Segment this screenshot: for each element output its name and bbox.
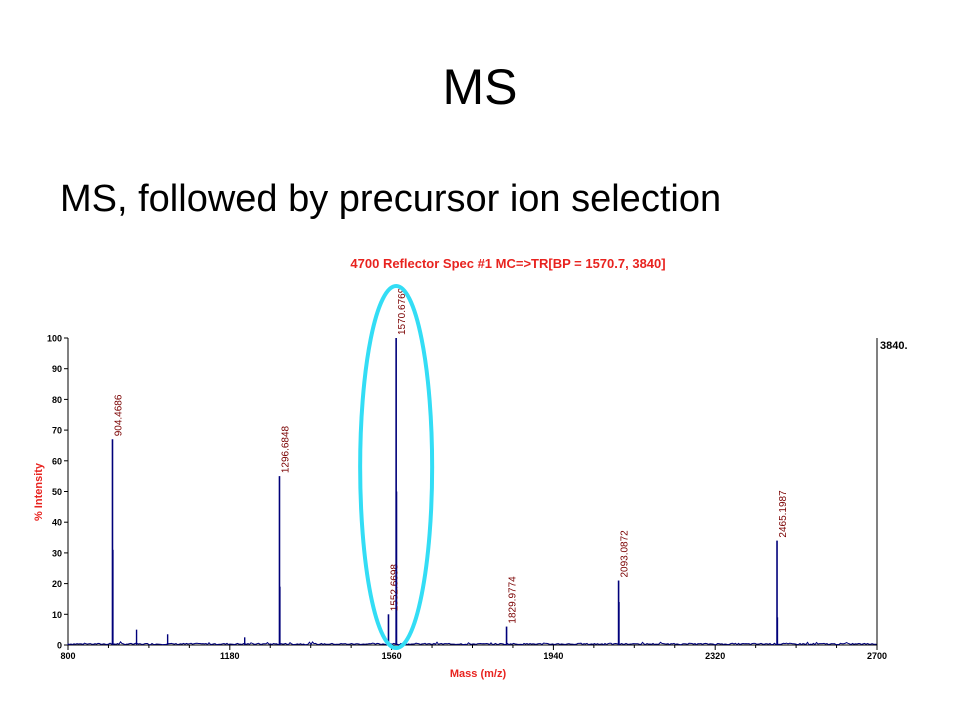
y-tick-label: 70 — [52, 426, 62, 436]
y-tick-label: 80 — [52, 395, 62, 405]
precursor-highlight-ellipse — [358, 284, 435, 650]
peak-label: 904.4686 — [113, 394, 124, 436]
y-tick-label: 0 — [57, 641, 62, 651]
y-tick-label: 40 — [52, 518, 62, 528]
y-tick-label: 100 — [47, 334, 62, 344]
x-tick-label: 1180 — [220, 651, 240, 661]
peak-label: 2093.0872 — [620, 530, 631, 578]
peak-label: 2465.1987 — [778, 490, 789, 538]
y-tick-label: 60 — [52, 456, 62, 466]
y-tick-label: 10 — [52, 610, 62, 620]
x-tick-label: 1940 — [543, 651, 563, 661]
x-axis-label: Mass (m/z) — [450, 668, 507, 680]
y-tick-label: 50 — [52, 487, 62, 497]
baseline-noise — [67, 640, 877, 646]
chart-title: 4700 Reflector Spec #1 MC=>TR[BP = 1570.… — [350, 256, 665, 271]
y-tick-label: 20 — [52, 579, 62, 589]
x-tick-label: 800 — [60, 651, 75, 661]
slide-title: MS — [442, 59, 518, 115]
y-tick-label: 90 — [52, 364, 62, 374]
y-tick-label: 30 — [52, 548, 62, 558]
x-tick-label: 1560 — [382, 651, 402, 661]
slide-subtitle: MS, followed by precursor ion selection — [60, 178, 722, 220]
base-peak-intensity-label: 3840. — [880, 340, 908, 352]
peak-label: 1570.6769 — [397, 287, 408, 335]
peak-label: 1552.6698 — [389, 564, 400, 612]
peak-label: 1296.6848 — [280, 425, 291, 473]
y-axis-label: % Intensity — [33, 462, 45, 521]
peak-label: 1829.9774 — [508, 576, 519, 624]
x-tick-label: 2320 — [705, 651, 725, 661]
x-tick-label: 2700 — [867, 651, 887, 661]
